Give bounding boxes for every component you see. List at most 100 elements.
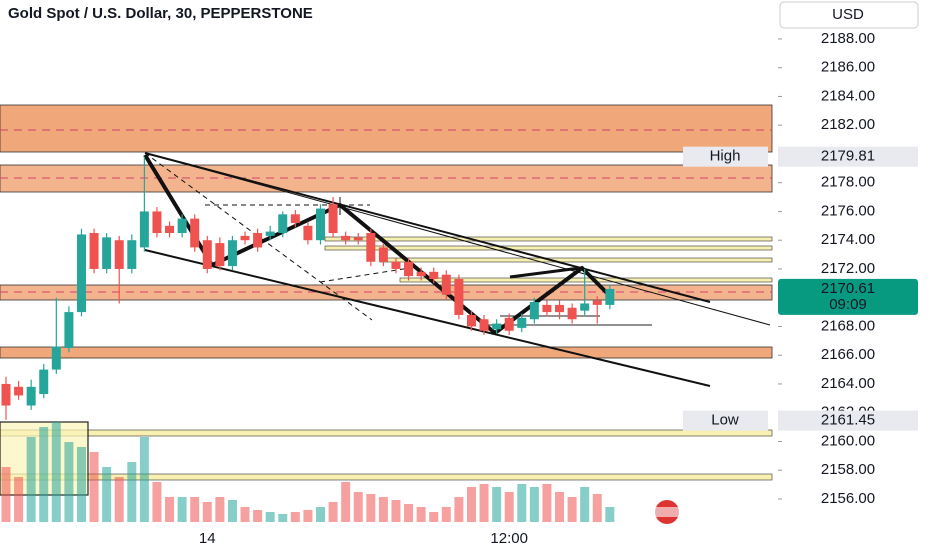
volume-bar: [353, 492, 363, 522]
volume-bar: [14, 477, 24, 522]
volume-bar: [64, 442, 74, 522]
volume-bar: [366, 494, 376, 522]
candle-body: [190, 218, 200, 248]
volume-bar: [391, 500, 401, 522]
volume-bar: [479, 484, 489, 522]
candle-body: [441, 274, 451, 295]
chart-title: Gold Spot / U.S. Dollar, 30, PEPPERSTONE: [8, 5, 313, 22]
y-tick-label: 2176.00: [821, 202, 875, 219]
candle-body: [404, 261, 414, 277]
candle-body: [303, 225, 313, 241]
volume-bar: [190, 497, 200, 522]
volume-bar: [580, 487, 590, 522]
volume-bar: [215, 497, 225, 522]
volume-bar: [605, 507, 615, 522]
y-tick-label: 2160.00: [821, 432, 875, 449]
volume-bar: [416, 507, 426, 522]
candle-body: [567, 307, 577, 320]
volume-bar: [492, 487, 502, 522]
y-tick-label: 2164.00: [821, 375, 875, 392]
candle-body: [605, 288, 615, 305]
price-tag-value-box: [778, 410, 918, 431]
currency: USD: [832, 6, 864, 23]
candle-body: [278, 214, 288, 234]
volume-bar: [26, 437, 36, 522]
drawings: [0, 104, 773, 496]
volume-bar: [454, 497, 464, 522]
volume-bar: [253, 510, 263, 522]
y-tick-label: 2168.00: [821, 317, 875, 334]
price-scale: [778, 0, 932, 550]
candle-body: [542, 304, 552, 313]
y-tick-label: 2188.00: [821, 30, 875, 47]
candle-body: [227, 240, 237, 267]
flag-icon: [655, 500, 679, 524]
candle-body: [504, 317, 514, 331]
candle-body: [290, 214, 300, 223]
volume-bar: [316, 507, 325, 522]
volume-bar: [328, 502, 338, 522]
volume-bar: [542, 484, 552, 522]
candle-body: [353, 237, 363, 241]
candle-body: [165, 225, 175, 234]
candle-body: [152, 211, 162, 234]
candle-body: [378, 247, 388, 262]
candle-body: [479, 319, 489, 331]
volume-bar: [202, 502, 212, 522]
candle-body: [202, 240, 212, 269]
volume-bar: [517, 484, 527, 522]
candle-body: [391, 261, 401, 269]
candles: [1, 156, 615, 420]
volume-bar: [429, 512, 439, 522]
y-tick-label: 2186.00: [821, 59, 875, 76]
volume-bar: [114, 477, 124, 522]
candle-body: [177, 218, 187, 234]
volume-bar: [466, 487, 476, 522]
candle-body: [328, 204, 338, 234]
y-tick-label: 2158.00: [821, 461, 875, 478]
candle-body: [580, 303, 590, 311]
volume-bar: [39, 427, 49, 522]
volume-bar: [76, 447, 86, 522]
candle-body: [26, 386, 36, 406]
y-tick-label: 2178.00: [821, 174, 875, 191]
x-tick-label: 14: [199, 530, 216, 547]
countdown: 09:09: [829, 296, 867, 313]
volume-bar: [51, 422, 61, 522]
volume-bar: [102, 467, 112, 522]
candle-body: [215, 243, 225, 267]
candle-body: [253, 233, 263, 248]
volume-bar: [504, 492, 514, 522]
candle-body: [265, 231, 275, 236]
candle-body: [517, 317, 527, 328]
volume-bar: [441, 507, 451, 522]
volume-bar: [303, 510, 313, 522]
volume-bar: [290, 512, 300, 522]
currency-box[interactable]: [779, 1, 919, 29]
candle-body: [89, 233, 99, 269]
candle-body: [39, 369, 49, 395]
y-tick-label: 2182.00: [821, 116, 875, 133]
candle-body: [416, 271, 426, 277]
volume-bar: [240, 507, 250, 522]
time-scale: [0, 530, 932, 550]
volume-bar: [592, 494, 602, 522]
last-price: 2170.61: [821, 280, 875, 297]
candle-body: [466, 314, 476, 327]
volume-bar: [227, 500, 237, 522]
volume-bar: [404, 504, 414, 522]
candle-body: [127, 240, 137, 269]
candle-body: [454, 279, 464, 315]
y-tick-label: 2166.00: [821, 346, 875, 363]
candle-body: [1, 383, 11, 406]
y-tick-label: 2156.00: [821, 490, 875, 507]
candle-body: [240, 235, 250, 241]
candle-body: [366, 233, 376, 262]
candle-body: [76, 234, 86, 313]
price-tag-value-box: [778, 146, 918, 167]
candle-body: [114, 240, 124, 269]
price-tag-value: 2179.81: [821, 148, 875, 165]
candle-body: [64, 312, 74, 349]
volume-bar: [278, 514, 288, 522]
